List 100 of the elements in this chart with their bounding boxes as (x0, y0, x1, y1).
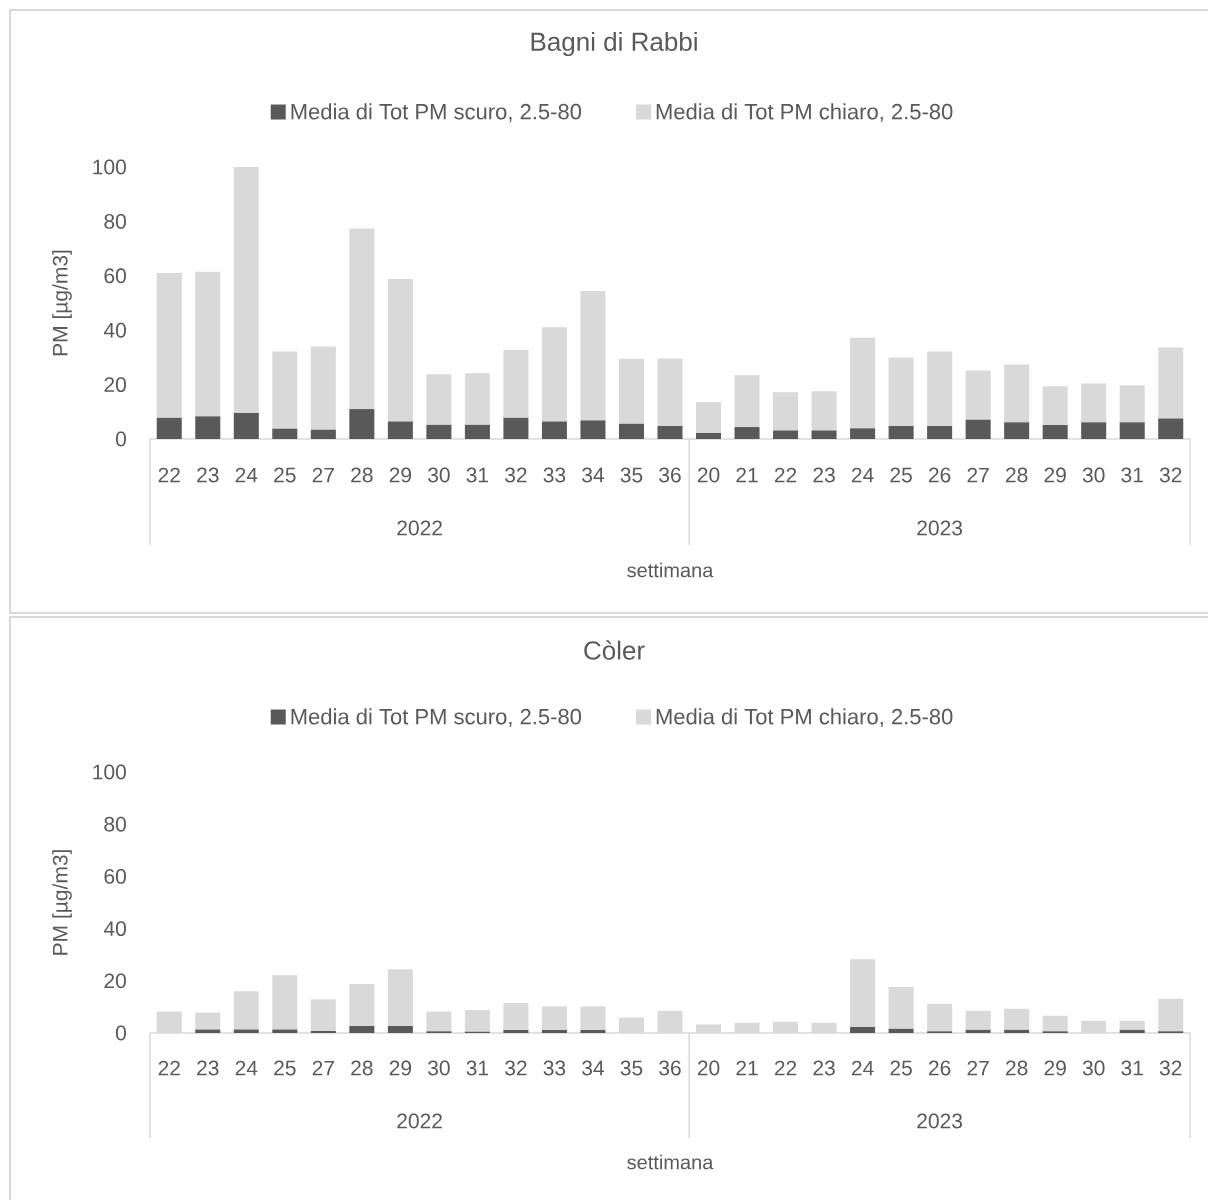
bar (426, 1011, 452, 1032)
bar (272, 975, 298, 1030)
x-tick-label: 36 (659, 1060, 681, 1076)
y-tick-label: 0 (115, 1025, 126, 1041)
x-tick-label: 26 (928, 467, 951, 483)
y-tick-label: 100 (93, 764, 126, 780)
legend-label: Media di Tot PM scuro, 2.5-80 (291, 103, 582, 123)
bar (695, 402, 722, 434)
bar (773, 392, 799, 431)
x-tick-label: 35 (620, 467, 643, 483)
bar (580, 1006, 606, 1030)
x-tick-label: 24 (235, 467, 258, 483)
y-tick-label: 0 (115, 431, 126, 447)
bar (888, 425, 914, 440)
x-axis-title: settimana (627, 1154, 714, 1170)
x-tick-label: 31 (466, 467, 489, 483)
bar (195, 271, 221, 417)
bar (850, 428, 876, 440)
x-tick-label: 21 (736, 1060, 758, 1076)
x-tick-label: 27 (312, 1060, 334, 1076)
bar (850, 959, 876, 1027)
y-tick-label: 40 (103, 921, 126, 937)
y-axis-title: PM [µg/m3] (52, 250, 72, 356)
bar (503, 350, 529, 418)
bar (503, 1029, 529, 1034)
bar (272, 1029, 298, 1034)
bar (734, 427, 760, 440)
bar (310, 999, 336, 1031)
x-tick-label: 34 (582, 1060, 605, 1076)
bar (387, 279, 413, 422)
bar (426, 374, 452, 425)
bar (965, 1010, 991, 1030)
bar (850, 1026, 876, 1034)
y-tick-label: 60 (104, 868, 126, 884)
x-tick-label: 30 (428, 467, 450, 483)
bar (1081, 383, 1107, 423)
x-tick-label: 32 (505, 467, 527, 483)
bar (580, 420, 606, 440)
x-tick-label: 23 (813, 467, 835, 483)
bar (927, 425, 953, 440)
bar (156, 417, 182, 440)
bar (156, 273, 182, 418)
legend-label: Media di Tot PM chiaro, 2.5-80 (656, 103, 953, 123)
bar (695, 433, 722, 440)
bar (1042, 424, 1068, 440)
bar (1119, 422, 1145, 440)
x-tick-label: 32 (505, 1060, 527, 1076)
bar (657, 358, 683, 426)
x-tick-label: 24 (851, 1060, 874, 1076)
bar (1158, 418, 1184, 440)
bar (387, 969, 413, 1026)
x-tick-label: 34 (582, 467, 605, 483)
text: 2023 (917, 1113, 963, 1129)
x-tick-label: 27 (967, 1060, 989, 1076)
x-tick-label: 25 (274, 467, 296, 483)
x-tick-label: 28 (1006, 1060, 1028, 1076)
bar (618, 358, 644, 424)
x-tick-label: 32 (1159, 467, 1182, 483)
x-tick-label: 29 (389, 1060, 412, 1076)
bar (541, 327, 567, 422)
bar (618, 423, 644, 440)
x-tick-label: 30 (1082, 467, 1105, 483)
bar (888, 987, 914, 1029)
legend-label: Media di Tot PM chiaro, 2.5-80 (656, 708, 953, 728)
chart-title: Còler (584, 640, 645, 660)
bar (387, 421, 413, 440)
bar (195, 1029, 221, 1034)
x-tick-label: 29 (389, 467, 412, 483)
x-tick-label: 27 (312, 467, 334, 483)
x-tick-label: 22 (158, 467, 180, 483)
x-tick-label: 20 (697, 1060, 720, 1076)
x-tick-label: 22 (774, 467, 797, 483)
x-tick-label: 25 (274, 1060, 296, 1076)
chart-title: Bagni di Rabbi (531, 31, 697, 57)
bar (927, 1003, 953, 1032)
x-tick-label: 33 (543, 1060, 566, 1076)
bar (310, 346, 336, 430)
bar (850, 337, 876, 429)
x-tick-label: 22 (158, 1060, 180, 1076)
y-tick-label: 80 (104, 213, 126, 229)
y-tick-label: 100 (93, 159, 126, 175)
bar (464, 424, 490, 440)
bar (541, 421, 567, 440)
bar (233, 412, 259, 440)
bar (195, 416, 221, 440)
x-tick-label: 35 (620, 1060, 643, 1076)
bar (580, 1029, 606, 1034)
x-tick-label: 24 (851, 467, 874, 483)
x-tick-label: 28 (351, 467, 373, 483)
bar (1004, 422, 1030, 440)
y-tick-label: 60 (104, 268, 126, 284)
bar (272, 351, 298, 429)
bar (541, 1029, 567, 1034)
text: 2022 (397, 1113, 442, 1129)
bar (233, 991, 259, 1030)
bar (426, 424, 452, 440)
y-tick-label: 80 (104, 816, 126, 832)
bar (503, 1003, 529, 1030)
x-tick-label: 25 (890, 467, 912, 483)
bar (503, 417, 529, 440)
